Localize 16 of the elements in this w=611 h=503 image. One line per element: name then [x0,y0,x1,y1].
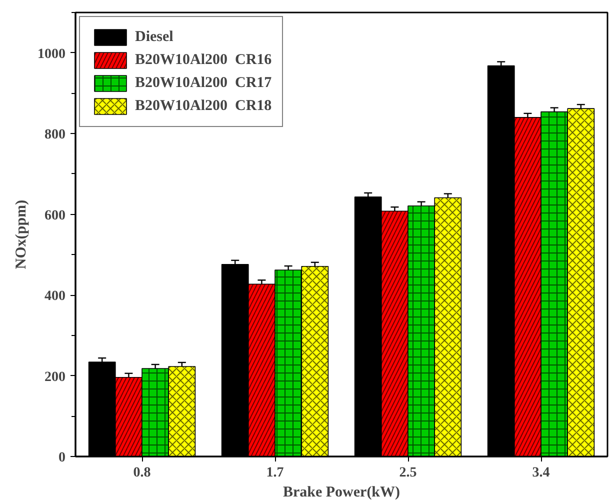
y-tick-label: 1000 [38,46,66,62]
y-tick-label: 800 [44,128,66,143]
x-tick-label: 3.4 [532,466,550,480]
x-tick-label: 0.8 [133,466,151,480]
y-tick-label: 200 [44,370,66,385]
y-axis-title: NOx(ppm) [14,200,30,270]
legend-label: B20W10Al200 CR17 [135,74,272,92]
y-tick-label: 0 [58,450,66,466]
x-tick-label: 1.7 [266,466,284,480]
legend-label: B20W10Al200 CR16 [135,52,272,68]
x-axis-title: Brake Power(kW) [282,484,400,500]
legend-label: Diesel [135,28,174,46]
y-tick-label: 400 [44,289,66,304]
x-tick-label: 2.5 [399,466,417,480]
y-tick-label: 600 [44,208,66,224]
legend-label: B20W10Al200 CR18 [135,98,272,114]
